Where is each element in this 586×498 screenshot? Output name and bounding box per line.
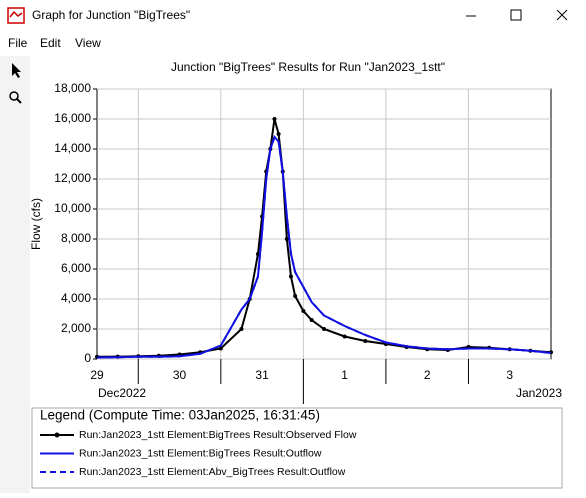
legend-label: Run:Jan2023_1stt Element:Abv_BigTrees Re… — [79, 466, 346, 478]
y-tick-label: 0 — [84, 351, 91, 365]
x-tick-label: 2 — [424, 368, 431, 382]
y-tick-label: 14,000 — [54, 141, 91, 155]
zoom-tool[interactable] — [9, 91, 19, 101]
x-tick-label: 29 — [90, 368, 104, 382]
y-tick-label: 8,000 — [61, 231, 91, 245]
window-title: Graph for Junction "BigTrees" — [32, 8, 190, 22]
zoom-tool-handle — [16, 98, 22, 104]
legend-label: Run:Jan2023_1stt Element:BigTrees Result… — [79, 447, 322, 459]
x-tick-label: 1 — [341, 368, 348, 382]
data-point — [272, 117, 277, 121]
y-tick-label: 2,000 — [61, 321, 91, 335]
data-point — [288, 274, 293, 279]
y-tick-label: 12,000 — [54, 171, 91, 185]
menu-item[interactable]: View — [75, 36, 101, 50]
data-point — [322, 327, 326, 331]
menu-item[interactable]: File — [8, 36, 28, 50]
data-point — [293, 294, 298, 298]
data-point — [309, 318, 314, 322]
data-point — [284, 237, 289, 241]
x-tick-label: 3 — [506, 368, 513, 382]
month-label: Dec2022 — [98, 386, 146, 400]
y-tick-label: 10,000 — [54, 201, 91, 215]
maximize-button[interactable] — [510, 9, 522, 21]
legend-box — [31, 407, 563, 489]
data-point — [239, 327, 244, 331]
plot-area — [96, 88, 552, 360]
legend-title-bg — [38, 409, 338, 423]
toolbar — [0, 56, 30, 493]
data-point — [363, 339, 368, 343]
legend-title: Legend (Compute Time: 03Jan2025, 16:31:4… — [40, 408, 320, 423]
chart-title: Junction "BigTrees" Results for Run "Jan… — [171, 60, 445, 74]
legend-label: Run:Jan2023_1stt Element:BigTrees Result… — [79, 429, 357, 441]
data-point — [276, 132, 281, 136]
y-axis-label: Flow (cfs) — [29, 198, 43, 250]
menu-item[interactable]: Edit — [40, 36, 61, 50]
y-tick-label: 4,000 — [61, 291, 91, 305]
app-icon-line — [9, 10, 23, 18]
data-point — [342, 334, 347, 339]
y-tick-label: 6,000 — [61, 261, 91, 275]
y-tick-label: 16,000 — [54, 111, 91, 125]
data-point — [218, 346, 223, 351]
close-button[interactable] — [556, 9, 568, 21]
legend-marker — [54, 432, 60, 438]
pointer-tool[interactable] — [12, 63, 21, 78]
x-tick-label: 31 — [255, 368, 269, 382]
x-tick-label: 30 — [173, 368, 187, 382]
app-icon — [7, 7, 25, 24]
month-label: Jan2023 — [516, 386, 562, 400]
y-tick-label: 18,000 — [54, 81, 91, 95]
series-line — [96, 135, 552, 359]
data-point — [301, 309, 306, 313]
